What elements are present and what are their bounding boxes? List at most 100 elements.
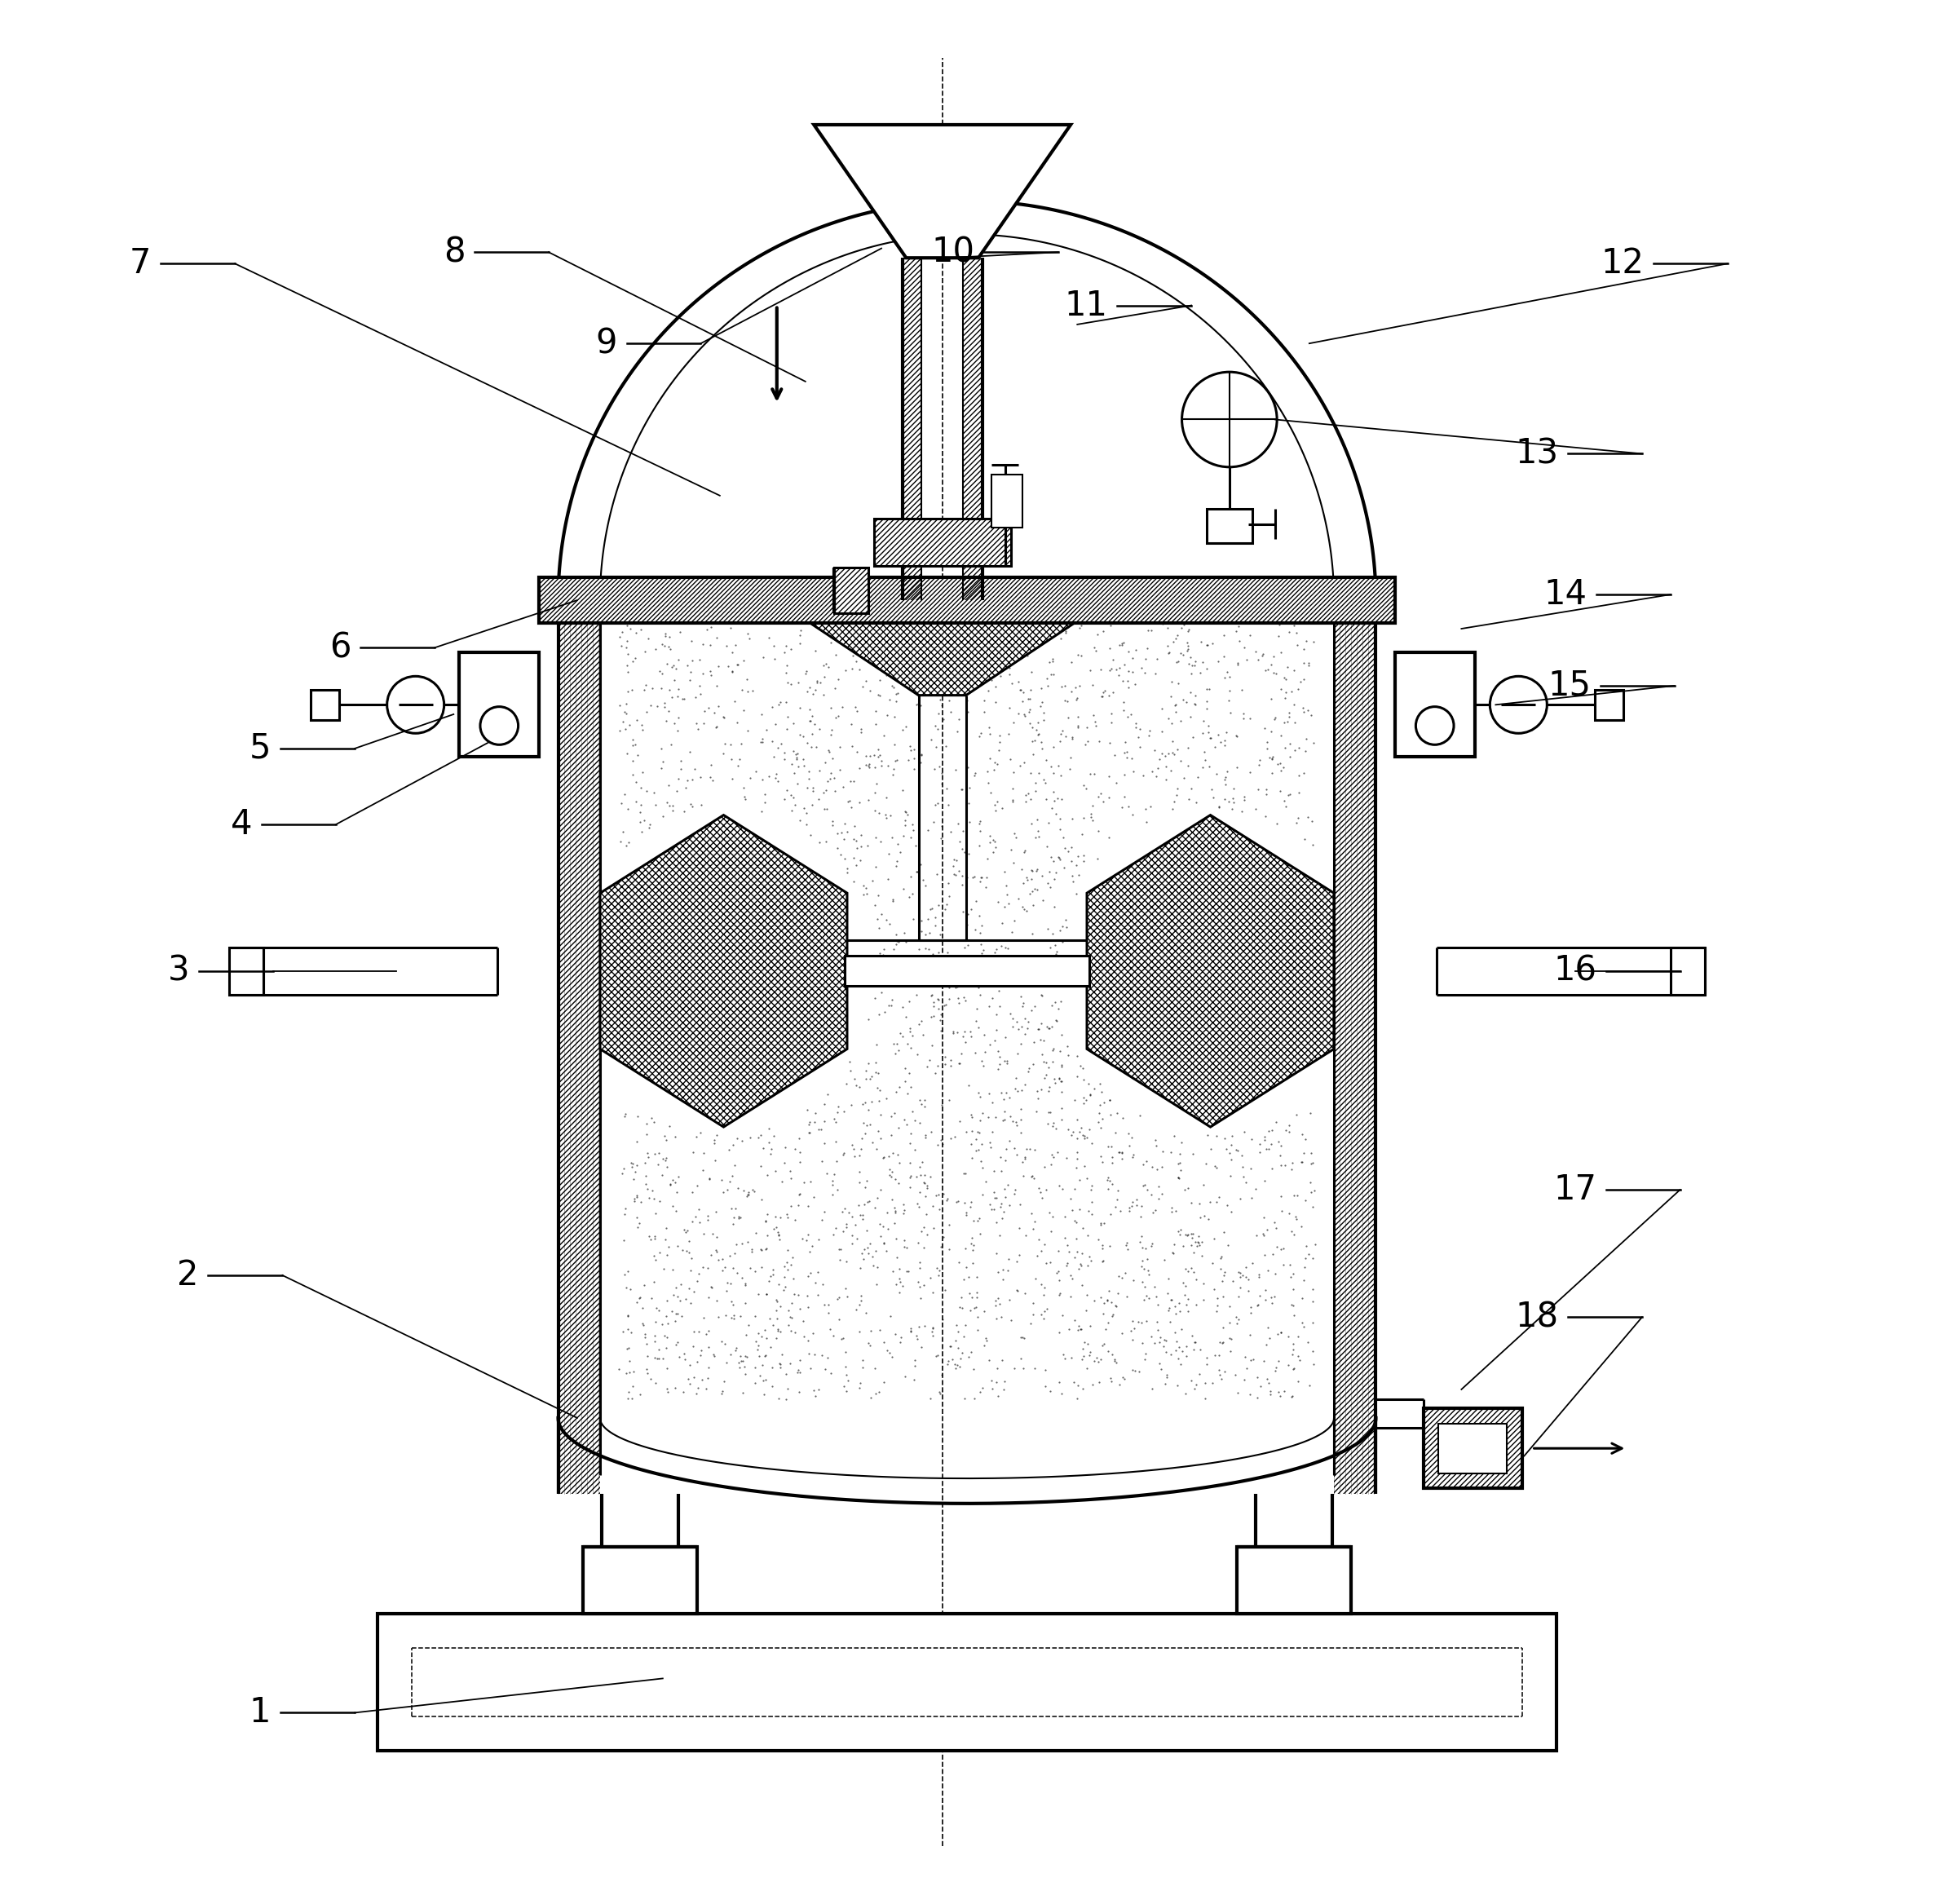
Point: [791, 1095, 822, 1125]
Point: [708, 1377, 739, 1407]
Point: [965, 657, 996, 687]
Point: [820, 1106, 851, 1137]
Point: [718, 1289, 748, 1319]
Point: [994, 693, 1025, 724]
Point: [1218, 1359, 1249, 1390]
Point: [733, 1179, 764, 1209]
Point: [665, 1300, 696, 1331]
Point: [1050, 722, 1081, 752]
Point: [729, 1340, 760, 1371]
Point: [994, 1285, 1025, 1316]
Point: [1191, 1148, 1222, 1179]
Point: [880, 1078, 911, 1108]
Point: [1126, 1201, 1157, 1232]
Point: [1166, 746, 1197, 777]
Point: [617, 725, 648, 756]
Point: [675, 737, 706, 767]
Point: [894, 1257, 924, 1287]
Point: [1095, 655, 1126, 685]
Point: [1249, 1220, 1280, 1251]
Point: [806, 1340, 837, 1371]
Point: [617, 731, 648, 762]
Point: [632, 1173, 663, 1203]
Point: [965, 815, 996, 845]
Point: [779, 1133, 810, 1163]
Point: [926, 1129, 957, 1160]
Point: [774, 1310, 805, 1340]
Point: [930, 1274, 961, 1304]
Point: [851, 1110, 882, 1140]
Point: [791, 809, 822, 840]
Point: [913, 904, 944, 935]
Point: [863, 735, 894, 765]
Point: [1075, 1080, 1106, 1110]
Point: [878, 1192, 909, 1222]
Point: [754, 1266, 785, 1297]
Point: [967, 1152, 998, 1182]
Point: [1068, 803, 1099, 834]
Point: [1095, 1099, 1126, 1129]
Point: [1186, 1201, 1216, 1232]
Point: [963, 1203, 994, 1234]
Point: [973, 1078, 1004, 1108]
Bar: [874, 518, 1011, 565]
Point: [870, 1083, 901, 1114]
Point: [837, 1133, 868, 1163]
Point: [1023, 1013, 1054, 1043]
Point: [1240, 1175, 1271, 1205]
Point: [621, 767, 652, 798]
Point: [853, 1327, 884, 1358]
Point: [1226, 1260, 1257, 1291]
Point: [863, 798, 894, 828]
Point: [659, 1167, 690, 1198]
Point: [1153, 630, 1184, 661]
Point: [1255, 684, 1286, 714]
Point: [789, 1167, 820, 1198]
Point: [638, 1266, 669, 1297]
Point: [981, 794, 1011, 824]
Point: [1046, 784, 1077, 815]
Point: [1108, 1363, 1139, 1394]
Point: [832, 1068, 863, 1099]
Point: [1230, 1260, 1261, 1291]
Point: [1097, 1169, 1128, 1200]
Point: [897, 754, 928, 784]
Point: [1131, 1146, 1162, 1177]
Point: [1244, 775, 1275, 805]
Point: [781, 744, 812, 775]
Point: [1271, 790, 1302, 821]
Point: [955, 1337, 986, 1367]
Point: [621, 1180, 652, 1211]
Point: [1244, 1279, 1275, 1310]
Point: [953, 1278, 984, 1308]
Point: [650, 1213, 681, 1243]
Point: [1228, 1152, 1259, 1182]
Point: [1126, 1327, 1157, 1358]
Point: [1184, 1228, 1215, 1259]
Point: [743, 1279, 774, 1310]
Point: [963, 973, 994, 1003]
Point: [1170, 1253, 1201, 1283]
Point: [888, 918, 919, 948]
Point: [721, 649, 752, 680]
Point: [1095, 727, 1126, 758]
Point: [1242, 645, 1273, 676]
Point: [948, 897, 979, 927]
Point: [861, 823, 892, 853]
Point: [752, 1220, 783, 1251]
Point: [824, 754, 855, 784]
Point: [1118, 800, 1149, 830]
Point: [1164, 1287, 1195, 1318]
Point: [955, 1192, 986, 1222]
Point: [675, 788, 706, 819]
Point: [712, 651, 743, 682]
Point: [652, 1285, 683, 1316]
Point: [1019, 1135, 1050, 1165]
Point: [1019, 725, 1050, 756]
Point: [899, 743, 930, 773]
Point: [1269, 1150, 1300, 1180]
Point: [764, 1382, 795, 1413]
Point: [783, 1344, 814, 1375]
Point: [975, 826, 1006, 857]
Point: [1234, 621, 1265, 651]
